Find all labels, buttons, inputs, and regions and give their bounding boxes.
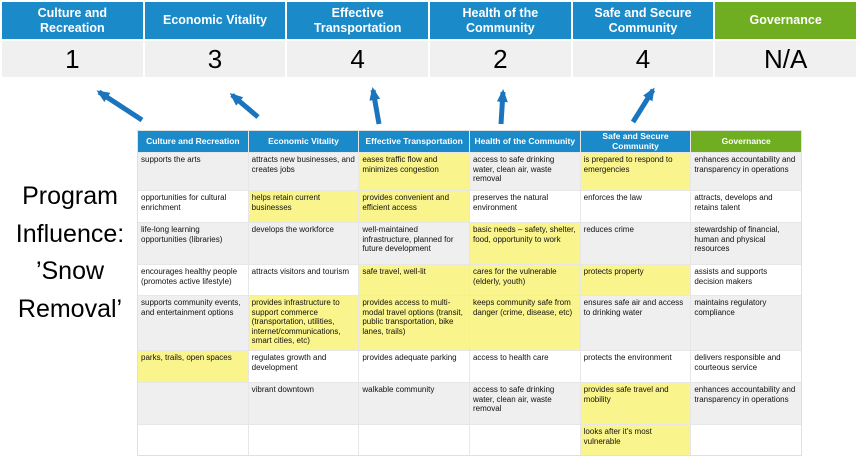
matrix-cell: supports the arts <box>138 153 248 190</box>
matrix-cell <box>138 383 248 424</box>
matrix-cell <box>248 425 359 455</box>
matrix-cell: well-maintained infrastructure, planned … <box>359 223 469 264</box>
up-arrow-icon-2 <box>229 93 260 119</box>
score-health-of-the-community: 2 <box>430 41 571 77</box>
matrix-cell: provides access to multi-modal travel op… <box>359 296 469 350</box>
matrix-cell: looks after it's most vulnerable <box>580 425 691 455</box>
matrix-cell: enhances accountability and transparency… <box>691 383 801 424</box>
matrix-cell: provides adequate parking <box>359 351 469 382</box>
matrix-cell <box>138 425 248 455</box>
matrix-cell: cares for the vulnerable (elderly, youth… <box>469 265 580 295</box>
matrix-cell: is prepared to respond to emergencies <box>580 153 691 190</box>
matrix-cell: reduces crime <box>580 223 691 264</box>
category-header-safe-and-secure-community: Safe and Secure Community <box>572 2 714 39</box>
matrix-cell: safe travel, well-lit <box>359 265 469 295</box>
matrix-header-governance: Governance <box>691 131 801 152</box>
category-header-economic-vitality: Economic Vitality <box>144 2 286 39</box>
matrix-cell: provides convenient and efficient access <box>359 191 469 222</box>
matrix-cell: access to safe drinking water, clean air… <box>469 383 580 424</box>
matrix-cell: enforces the law <box>580 191 691 222</box>
matrix-cell: keeps community safe from danger (crime,… <box>469 296 580 350</box>
up-arrow-icon-1 <box>96 89 144 123</box>
up-arrow-icon-3 <box>369 87 382 125</box>
score-effective-transportation: 4 <box>287 41 428 77</box>
matrix-cell: attracts, develops and retains talent <box>691 191 801 222</box>
matrix-cell: attracts new businesses, and creates job… <box>248 153 359 190</box>
matrix-cell: eases traffic flow and minimizes congest… <box>359 153 469 190</box>
matrix-cell: attracts visitors and tourism <box>248 265 359 295</box>
up-arrow-icon-4 <box>496 89 508 125</box>
matrix-cell: vibrant downtown <box>248 383 359 424</box>
matrix-cell: supports community events, and entertain… <box>138 296 248 350</box>
matrix-cell <box>359 425 469 455</box>
matrix-cell: provides infrastructure to support comme… <box>248 296 359 350</box>
matrix-cell: access to health care <box>469 351 580 382</box>
matrix-cell: opportunities for cultural enrichment <box>138 191 248 222</box>
influence-arrows <box>96 87 656 125</box>
matrix-cell <box>469 425 580 455</box>
matrix-cell: stewardship of financial, human and phys… <box>691 223 801 264</box>
matrix-cell: regulates growth and development <box>248 351 359 382</box>
matrix-cell: maintains regulatory compliance <box>691 296 801 350</box>
program-title: Program Influence: ’Snow Removal’ <box>15 182 125 323</box>
matrix-cell: preserves the natural environment <box>469 191 580 222</box>
matrix-cell: enhances accountability and transparency… <box>691 153 801 190</box>
score-governance: N/A <box>715 41 856 77</box>
matrix-cell: access to safe drinking water, clean air… <box>469 153 580 190</box>
matrix-cell: develops the workforce <box>248 223 359 264</box>
category-header-health-of-the-community: Health of the Community <box>430 2 571 39</box>
category-header-governance: Governance <box>715 2 856 39</box>
matrix-cell: ensures safe air and access to drinking … <box>580 296 691 350</box>
matrix-cell: parks, trails, open spaces <box>138 351 248 382</box>
matrix-cell: assists and supports decision makers <box>691 265 801 295</box>
matrix-cell <box>691 425 801 455</box>
matrix-cell: helps retain current businesses <box>248 191 359 222</box>
score-safe-and-secure-community: 4 <box>572 41 714 77</box>
matrix-header-safe-and-secure-community: Safe and Secure Community <box>580 131 691 152</box>
score-band: 1 3 4 2 4 N/A <box>2 41 856 77</box>
matrix-cell: protects the environment <box>580 351 691 382</box>
matrix-cell: delivers responsible and courteous servi… <box>691 351 801 382</box>
influence-matrix: Culture and Recreation Economic Vitality… <box>137 130 802 456</box>
matrix-header-effective-transportation: Effective Transportation <box>359 131 469 152</box>
matrix-header-economic-vitality: Economic Vitality <box>248 131 359 152</box>
category-band: Culture and Recreation Economic Vitality… <box>2 2 856 39</box>
score-economic-vitality: 3 <box>144 41 286 77</box>
category-header-culture-and-recreation: Culture and Recreation <box>2 2 143 39</box>
matrix-cell: provides safe travel and mobility <box>580 383 691 424</box>
matrix-cell: basic needs – safety, shelter, food, opp… <box>469 223 580 264</box>
up-arrow-icon-5 <box>630 87 656 124</box>
matrix-cell: encourages healthy people (promotes acti… <box>138 265 248 295</box>
category-header-effective-transportation: Effective Transportation <box>287 2 428 39</box>
score-culture-and-recreation: 1 <box>2 41 143 77</box>
matrix-cell: protects property <box>580 265 691 295</box>
matrix-cell: life-long learning opportunities (librar… <box>138 223 248 264</box>
matrix-header-health-of-the-community: Health of the Community <box>469 131 580 152</box>
matrix-header-culture-and-recreation: Culture and Recreation <box>138 131 248 152</box>
matrix-cell: walkable community <box>359 383 469 424</box>
